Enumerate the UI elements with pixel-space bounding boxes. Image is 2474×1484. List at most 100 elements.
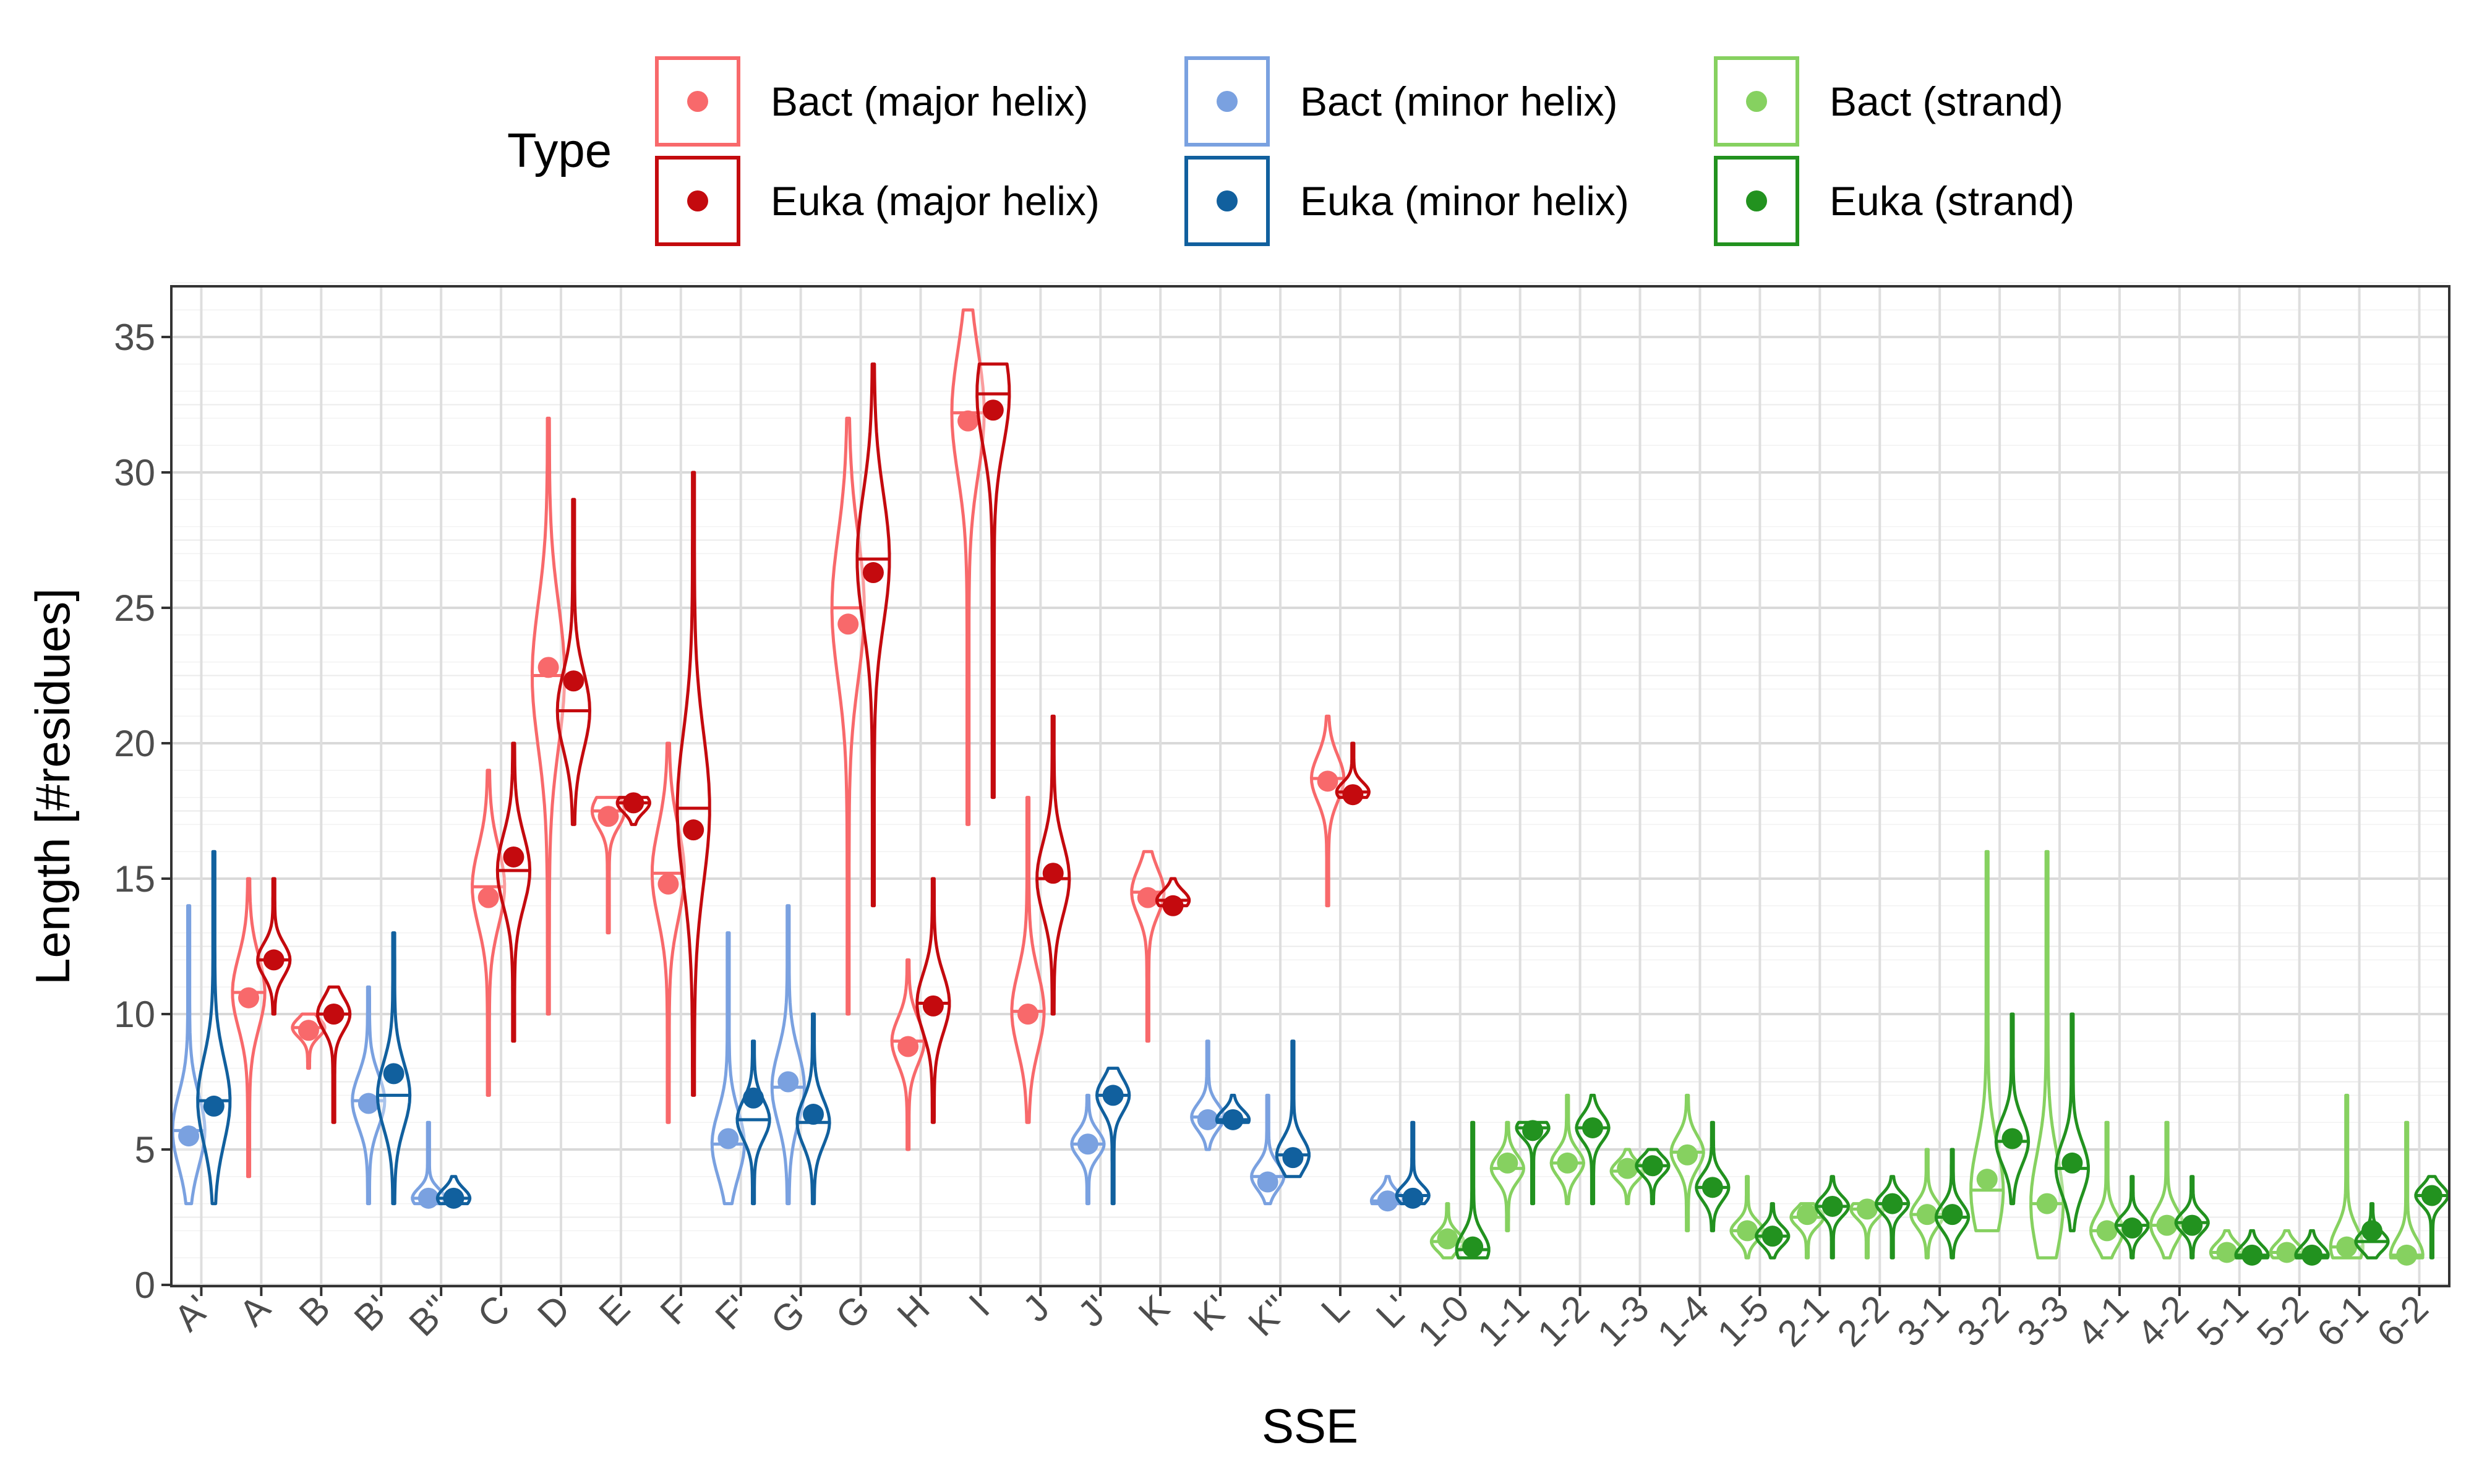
violin-euka_major-B: [316, 985, 352, 1124]
mean-point: [1497, 1152, 1518, 1174]
violin-euka_strand-1-4: [1695, 1120, 1731, 1232]
violin-euka_strand-1-3: [1635, 1148, 1671, 1206]
violin-bact_major-L: [1309, 714, 1346, 908]
violin-bact_minor-B': [351, 985, 387, 1206]
mean-point: [1976, 1169, 1998, 1190]
violin-euka_major-H: [915, 877, 951, 1124]
violin-euka_minor-K': [1215, 1093, 1251, 1130]
violin-outline: [2054, 1012, 2090, 1232]
violin-bact_major-J: [1010, 796, 1046, 1124]
violin-bact_major-H: [890, 958, 926, 1151]
mean-point: [837, 613, 859, 635]
violin-outline: [531, 416, 567, 1016]
violin-outline: [1455, 1120, 1491, 1260]
violin-euka_minor-L': [1395, 1120, 1431, 1209]
violin-bact_major-B: [291, 1012, 327, 1070]
violin-euka_strand-1-2: [1575, 1093, 1611, 1206]
violin-outline: [1515, 1120, 1551, 1206]
y-tick-label: 20: [114, 723, 155, 764]
mean-point: [1916, 1204, 1938, 1226]
violin-outline: [1849, 1202, 1885, 1260]
violin-bact_major-F: [650, 741, 687, 1124]
violin-outline: [950, 308, 986, 826]
violin-outline: [471, 769, 507, 1097]
mean-point: [1641, 1155, 1663, 1177]
legend: Type Bact (major helix) Euka (major helix)…: [507, 56, 2074, 246]
x-axis-title: SSE: [1262, 1399, 1358, 1453]
mean-point: [2301, 1244, 2323, 1266]
y-tick-label: 25: [114, 587, 155, 629]
mean-point: [563, 670, 584, 692]
mean-point: [982, 399, 1004, 421]
mean-point: [1856, 1198, 1878, 1220]
violin-bact_strand-6-2: [2389, 1120, 2425, 1266]
y-tick-label: 15: [114, 858, 155, 900]
violin-outline: [196, 850, 232, 1206]
mean-point: [1737, 1220, 1758, 1242]
violin-bact_major-C: [471, 769, 507, 1097]
violin-euka_minor-G': [795, 1012, 831, 1206]
violin-outline: [855, 362, 891, 908]
mean-point: [1617, 1158, 1638, 1179]
mean-point: [443, 1187, 464, 1209]
y-tick-label: 30: [114, 452, 155, 493]
violin-euka_strand-3-2: [1994, 1012, 2031, 1206]
violin-bact_minor-K'': [1250, 1093, 1286, 1206]
plot-border: [170, 285, 2450, 1287]
violin-outline: [316, 985, 352, 1124]
mean-point: [862, 562, 884, 584]
mean-point: [2156, 1214, 2178, 1236]
mean-point: [2361, 1220, 2382, 1242]
violin-bact_minor-J': [1070, 1093, 1106, 1206]
mean-point: [2241, 1244, 2263, 1266]
violin-euka_strand-6-2: [2414, 1175, 2450, 1260]
violin-outline: [411, 1120, 447, 1206]
y-axis-title: Length [#residues]: [25, 588, 80, 985]
mean-point: [357, 1093, 379, 1114]
violin-outline: [2389, 1120, 2425, 1260]
violin-euka_strand-1-0: [1455, 1120, 1491, 1260]
mean-point: [178, 1125, 200, 1147]
violin-euka_minor-B': [375, 931, 412, 1206]
mean-point: [683, 819, 704, 841]
mean-point: [383, 1063, 404, 1085]
legend-entry-euka_strand: Euka (strand): [1714, 156, 2074, 246]
mean-point: [1162, 895, 1184, 916]
mean-point: [238, 987, 260, 1009]
violin-bact_strand-1-1: [1489, 1120, 1525, 1232]
violin-outline: [1275, 1039, 1311, 1179]
violin-bact_strand-1-4: [1669, 1093, 1705, 1232]
violin-outline: [735, 1039, 771, 1206]
violin-outline: [1095, 1067, 1131, 1206]
legend-key-point: [1217, 91, 1238, 112]
violin-euka_strand-2-2: [1875, 1175, 1911, 1260]
mean-point: [1437, 1228, 1458, 1250]
violin-euka_strand-3-3: [2054, 1012, 2090, 1232]
y-tick-label: 10: [114, 994, 155, 1035]
mean-point: [1881, 1193, 1903, 1214]
violin-euka_major-J: [1035, 714, 1071, 1016]
mean-point: [1197, 1109, 1218, 1130]
violin-euka_minor-B'': [435, 1175, 472, 1209]
violin-outline: [555, 498, 591, 826]
violin-euka_major-A: [256, 877, 292, 1016]
mean-point: [1796, 1204, 1818, 1226]
violin-euka_minor-K'': [1275, 1039, 1311, 1179]
mean-point: [1102, 1085, 1124, 1106]
violin-outline: [1395, 1120, 1431, 1206]
mean-point: [1257, 1171, 1278, 1193]
legend-title: Type: [507, 123, 612, 177]
violin-bact_major-D: [531, 416, 567, 1016]
violin-euka_major-L: [1335, 741, 1371, 806]
mean-point: [897, 1036, 919, 1057]
mean-point: [803, 1104, 824, 1125]
violin-bact_major-E: [590, 796, 627, 935]
mean-point: [417, 1187, 439, 1209]
violin-outline: [1909, 1148, 1945, 1260]
violin-outline: [650, 741, 687, 1124]
mean-point: [2276, 1242, 2298, 1263]
violin-outline: [1309, 714, 1346, 908]
legend-label: Bact (major helix): [771, 79, 1088, 124]
mean-point: [2181, 1214, 2203, 1236]
y-tick-label: 5: [135, 1129, 155, 1171]
